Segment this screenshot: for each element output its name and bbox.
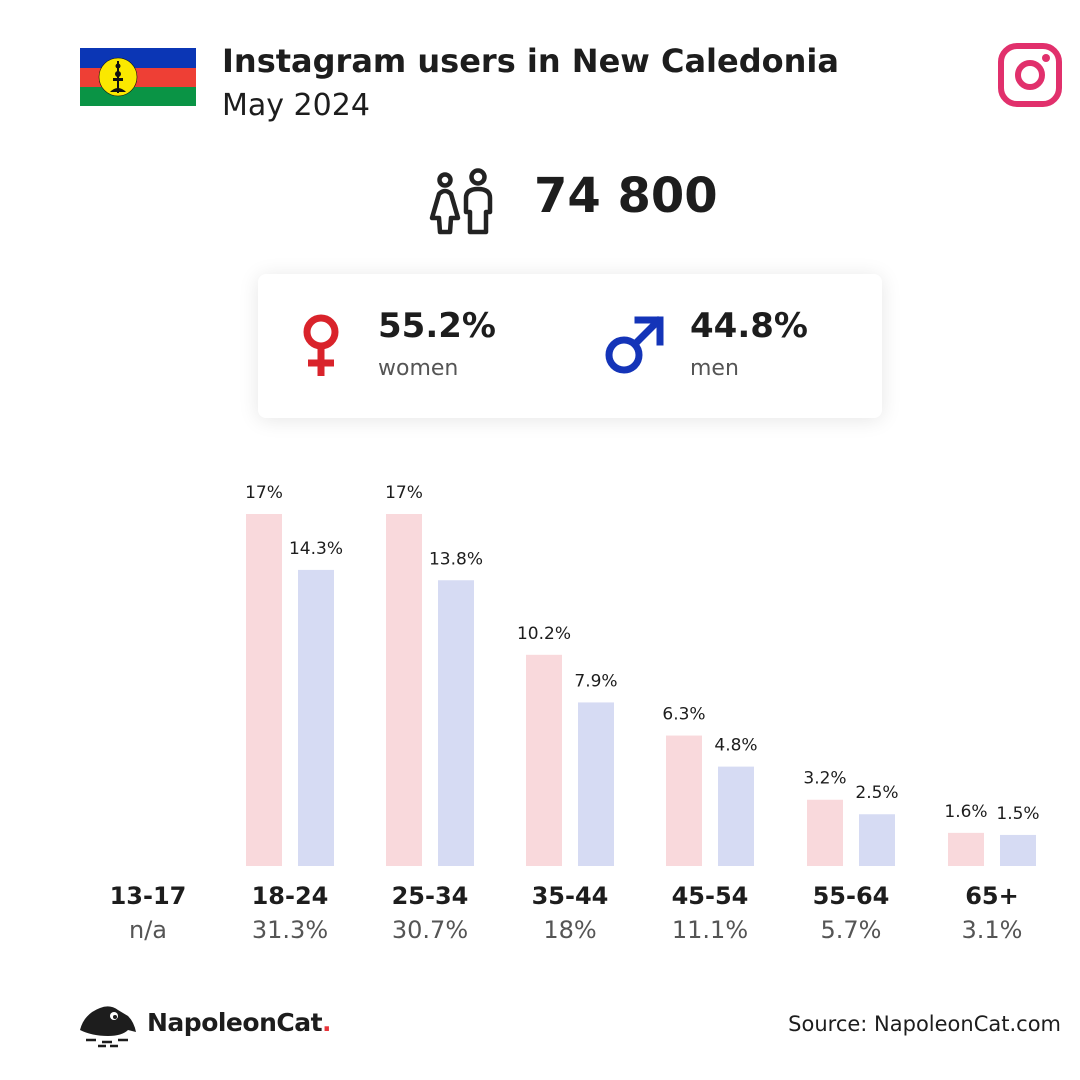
bar-women-25-34 bbox=[386, 514, 422, 866]
age-group-label: 13-17 bbox=[109, 882, 187, 910]
men-label: men bbox=[690, 356, 739, 381]
bar-label-women-35-44: 10.2% bbox=[517, 624, 571, 644]
age-bar-chart: 17% 14.3% 17% 13.8% 10.2% 7.9% 6.3% 4.8% 3.2% 2.5… bbox=[245, 483, 1040, 866]
instagram-icon bbox=[998, 43, 1062, 107]
bar-label-men-65+: 1.5% bbox=[996, 804, 1039, 824]
age-group-share: 31.3% bbox=[251, 916, 329, 944]
bar-label-women-45-54: 6.3% bbox=[662, 705, 705, 725]
age-group-label: 25-34 bbox=[391, 882, 469, 910]
source-credit: Source: NapoleonCat.com bbox=[788, 1012, 1061, 1036]
bar-men-18-24 bbox=[298, 569, 334, 866]
bar-label-women-65+: 1.6% bbox=[944, 802, 987, 822]
bar-label-men-55-64: 2.5% bbox=[855, 783, 898, 803]
age-group-share: 18% bbox=[543, 916, 597, 944]
brand-dot: . bbox=[322, 1008, 332, 1037]
bar-women-55-64 bbox=[807, 799, 843, 866]
gender-card: 55.2% women 44.8% men bbox=[258, 274, 882, 418]
new-caledonia-flag-icon bbox=[80, 48, 196, 106]
women-percentage: 55.2% bbox=[378, 306, 496, 346]
age-group-label: 65+ bbox=[965, 882, 1019, 910]
age-group-label: 35-44 bbox=[531, 882, 609, 910]
age-group-share: n/a bbox=[128, 916, 167, 944]
bar-men-35-44 bbox=[578, 702, 614, 866]
men-percentage: 44.8% bbox=[690, 306, 808, 346]
age-group-label: 45-54 bbox=[671, 882, 749, 910]
bar-label-women-18-24: 17% bbox=[245, 483, 283, 503]
female-icon bbox=[303, 314, 339, 376]
brand-name: NapoleonCat. bbox=[147, 1008, 332, 1037]
age-group-share: 3.1% bbox=[961, 916, 1023, 944]
bar-label-men-45-54: 4.8% bbox=[714, 736, 757, 756]
bar-men-65+ bbox=[1000, 834, 1036, 866]
age-group-share: 11.1% bbox=[671, 916, 749, 944]
bar-label-women-25-34: 17% bbox=[385, 483, 423, 503]
age-group-label: 55-64 bbox=[812, 882, 890, 910]
chart-subtitle: May 2024 bbox=[222, 88, 370, 123]
bar-women-18-24 bbox=[246, 514, 282, 866]
bar-women-65+ bbox=[948, 832, 984, 866]
chart-title: Instagram users in New Caledonia bbox=[222, 42, 839, 80]
bar-women-45-54 bbox=[666, 735, 702, 866]
bar-label-men-18-24: 14.3% bbox=[289, 539, 343, 559]
age-group-label: 18-24 bbox=[251, 882, 329, 910]
women-label: women bbox=[378, 356, 459, 381]
age-group-share: 30.7% bbox=[391, 916, 469, 944]
people-icon bbox=[429, 168, 493, 235]
male-icon bbox=[605, 316, 664, 374]
bar-men-55-64 bbox=[859, 814, 895, 866]
bar-label-men-35-44: 7.9% bbox=[574, 671, 617, 691]
total-users: 74 800 bbox=[534, 168, 718, 224]
bar-men-25-34 bbox=[438, 580, 474, 866]
brand-name-text: NapoleonCat bbox=[147, 1008, 323, 1037]
bar-women-35-44 bbox=[526, 654, 562, 866]
bar-men-45-54 bbox=[718, 766, 754, 866]
napoleoncat-logo-icon bbox=[80, 1006, 136, 1048]
age-group-share: 5.7% bbox=[820, 916, 882, 944]
bar-label-men-25-34: 13.8% bbox=[429, 549, 483, 569]
bar-label-women-55-64: 3.2% bbox=[803, 769, 846, 789]
